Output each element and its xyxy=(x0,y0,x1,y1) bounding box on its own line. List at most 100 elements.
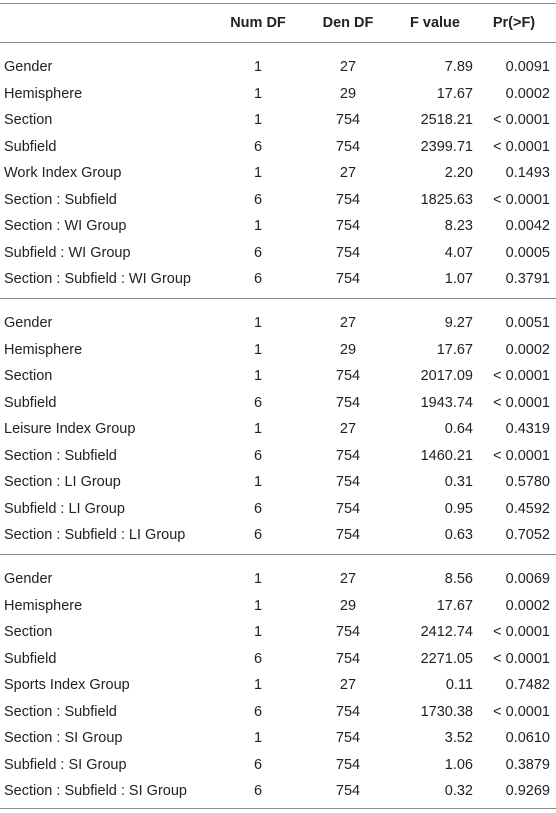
den-df-cell: 754 xyxy=(335,218,361,234)
f-value-cell: 2271.05 xyxy=(420,650,473,667)
term-cell: Section : Subfield : LI Group xyxy=(4,527,186,543)
den-df-cell: 27 xyxy=(339,165,357,181)
pr-f-cell: 0.0051 xyxy=(505,315,550,331)
f-value-cell: 1825.63 xyxy=(420,191,473,208)
den-df-cell: 754 xyxy=(335,703,361,720)
header-pr-f: Pr(>F) xyxy=(492,15,536,31)
den-df-cell: 754 xyxy=(335,191,361,208)
den-df-cell: 29 xyxy=(339,597,357,614)
term-cell: Subfield xyxy=(4,138,57,155)
num-df-cell: 6 xyxy=(253,138,263,155)
den-df-cell: 27 xyxy=(339,315,357,331)
term-cell: Subfield xyxy=(4,394,57,411)
term-cell: Hemisphere xyxy=(4,597,83,614)
term-cell: Section : Subfield xyxy=(4,191,117,208)
header-num-df: Num DF xyxy=(230,15,286,31)
term-cell: Hemisphere xyxy=(4,341,83,358)
pr-f-cell: 0.4592 xyxy=(505,500,550,517)
den-df-cell: 27 xyxy=(339,677,357,693)
f-value-cell: 0.95 xyxy=(444,500,473,517)
f-value-cell: 2399.71 xyxy=(420,138,473,155)
pr-f-cell: < 0.0001 xyxy=(493,138,550,155)
pr-f-cell: 0.7482 xyxy=(505,677,550,693)
f-value-cell: 7.89 xyxy=(444,59,473,75)
header-den-df: Den DF xyxy=(322,15,374,31)
num-df-cell: 1 xyxy=(253,368,263,384)
pr-f-cell: 0.0002 xyxy=(505,341,550,358)
num-df-cell: 6 xyxy=(253,447,263,464)
num-df-cell: 1 xyxy=(253,165,263,181)
num-df-cell: 6 xyxy=(253,244,263,261)
pr-f-cell: < 0.0001 xyxy=(493,112,550,128)
num-df-cell: 1 xyxy=(253,677,263,693)
den-df-cell: 29 xyxy=(339,341,357,358)
term-cell: Gender xyxy=(4,59,53,75)
den-df-cell: 754 xyxy=(335,624,361,640)
f-value-cell: 1.06 xyxy=(444,756,473,773)
pr-f-cell: < 0.0001 xyxy=(493,703,550,720)
den-df-cell: 754 xyxy=(335,783,361,799)
den-df-cell: 754 xyxy=(335,271,361,287)
f-value-cell: 2017.09 xyxy=(420,368,473,384)
term-cell: Gender xyxy=(4,571,53,587)
term-cell: Subfield : WI Group xyxy=(4,244,131,261)
f-value-cell: 0.32 xyxy=(444,783,473,799)
den-df-cell: 29 xyxy=(339,85,357,102)
num-df-cell: 1 xyxy=(253,218,263,234)
f-value-cell: 0.63 xyxy=(444,527,473,543)
num-df-cell: 6 xyxy=(253,783,263,799)
f-value-cell: 1460.21 xyxy=(420,447,473,464)
den-df-cell: 27 xyxy=(339,59,357,75)
f-value-cell: 4.07 xyxy=(444,244,473,261)
term-cell: Leisure Index Group xyxy=(4,421,136,437)
term-cell: Subfield xyxy=(4,650,57,667)
pr-f-cell: 0.3791 xyxy=(505,271,550,287)
den-df-cell: 754 xyxy=(335,138,361,155)
den-df-cell: 27 xyxy=(339,421,357,437)
num-df-cell: 6 xyxy=(253,191,263,208)
pr-f-cell: 0.0002 xyxy=(505,85,550,102)
num-df-cell: 6 xyxy=(253,703,263,720)
section-rule xyxy=(0,298,556,299)
f-value-cell: 2.20 xyxy=(444,165,473,181)
den-df-cell: 754 xyxy=(335,527,361,543)
bottom-rule xyxy=(0,808,556,809)
f-value-cell: 0.31 xyxy=(444,474,473,490)
top-rule xyxy=(0,3,556,4)
den-df-cell: 754 xyxy=(335,474,361,490)
f-value-cell: 9.27 xyxy=(444,315,473,331)
num-df-cell: 6 xyxy=(253,500,263,517)
den-df-cell: 27 xyxy=(339,571,357,587)
term-cell: Section : Subfield : WI Group xyxy=(4,271,191,287)
f-value-cell: 1730.38 xyxy=(420,703,473,720)
term-cell: Section xyxy=(4,624,53,640)
pr-f-cell: 0.0091 xyxy=(505,59,550,75)
pr-f-cell: < 0.0001 xyxy=(493,368,550,384)
f-value-cell: 8.56 xyxy=(444,571,473,587)
pr-f-cell: 0.1493 xyxy=(505,165,550,181)
pr-f-cell: 0.0042 xyxy=(505,218,550,234)
term-cell: Section : LI Group xyxy=(4,474,121,490)
term-cell: Section : Subfield xyxy=(4,447,117,464)
den-df-cell: 754 xyxy=(335,394,361,411)
term-cell: Subfield : LI Group xyxy=(4,500,125,517)
num-df-cell: 1 xyxy=(253,315,263,331)
num-df-cell: 1 xyxy=(253,571,263,587)
pr-f-cell: 0.3879 xyxy=(505,756,550,773)
f-value-cell: 8.23 xyxy=(444,218,473,234)
f-value-cell: 2518.21 xyxy=(420,112,473,128)
num-df-cell: 6 xyxy=(253,650,263,667)
pr-f-cell: 0.7052 xyxy=(505,527,550,543)
term-cell: Subfield : SI Group xyxy=(4,756,127,773)
pr-f-cell: 0.0069 xyxy=(505,571,550,587)
term-cell: Section : Subfield xyxy=(4,703,117,720)
num-df-cell: 1 xyxy=(253,59,263,75)
den-df-cell: 754 xyxy=(335,500,361,517)
f-value-cell: 17.67 xyxy=(436,85,473,102)
pr-f-cell: 0.5780 xyxy=(505,474,550,490)
header-f-value: F value xyxy=(410,15,460,31)
den-df-cell: 754 xyxy=(335,447,361,464)
f-value-cell: 0.64 xyxy=(444,421,473,437)
num-df-cell: 1 xyxy=(253,421,263,437)
header-rule xyxy=(0,42,556,43)
